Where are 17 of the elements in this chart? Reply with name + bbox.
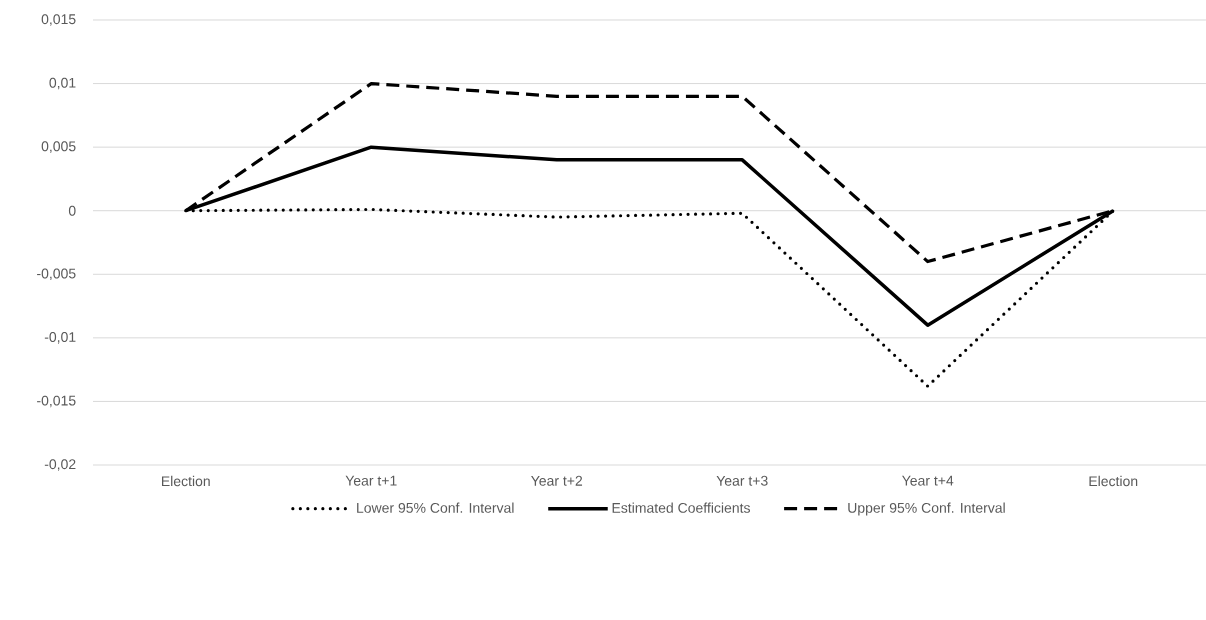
x-tick-label: Year t+2 <box>531 475 583 486</box>
y-tick-label: -0,02 <box>44 459 76 471</box>
x-tick-label: Election <box>162 475 210 487</box>
legend-label: Upper 95% Conf. Interval <box>848 502 1005 516</box>
x-tick-label: Year t+4 <box>902 475 954 486</box>
y-tick-label: 0,015 <box>41 14 76 26</box>
y-tick-label: 0,01 <box>49 77 76 90</box>
y-tick-label: -0,015 <box>37 395 76 408</box>
y-tick-label: 0,005 <box>41 141 76 153</box>
y-tick-label: -0,01 <box>44 332 76 344</box>
x-tick-label: Year t+3 <box>716 475 768 486</box>
y-tick-label: 0 <box>68 205 76 216</box>
x-tick-label: Election <box>1089 475 1138 487</box>
legend-label: Lower 95% Conf. Interval <box>357 502 514 513</box>
y-tick-label: -0,005 <box>37 268 76 281</box>
legend-label: Estimated Coefficients <box>612 502 750 513</box>
x-tick-label: Year t+1 <box>345 475 397 486</box>
